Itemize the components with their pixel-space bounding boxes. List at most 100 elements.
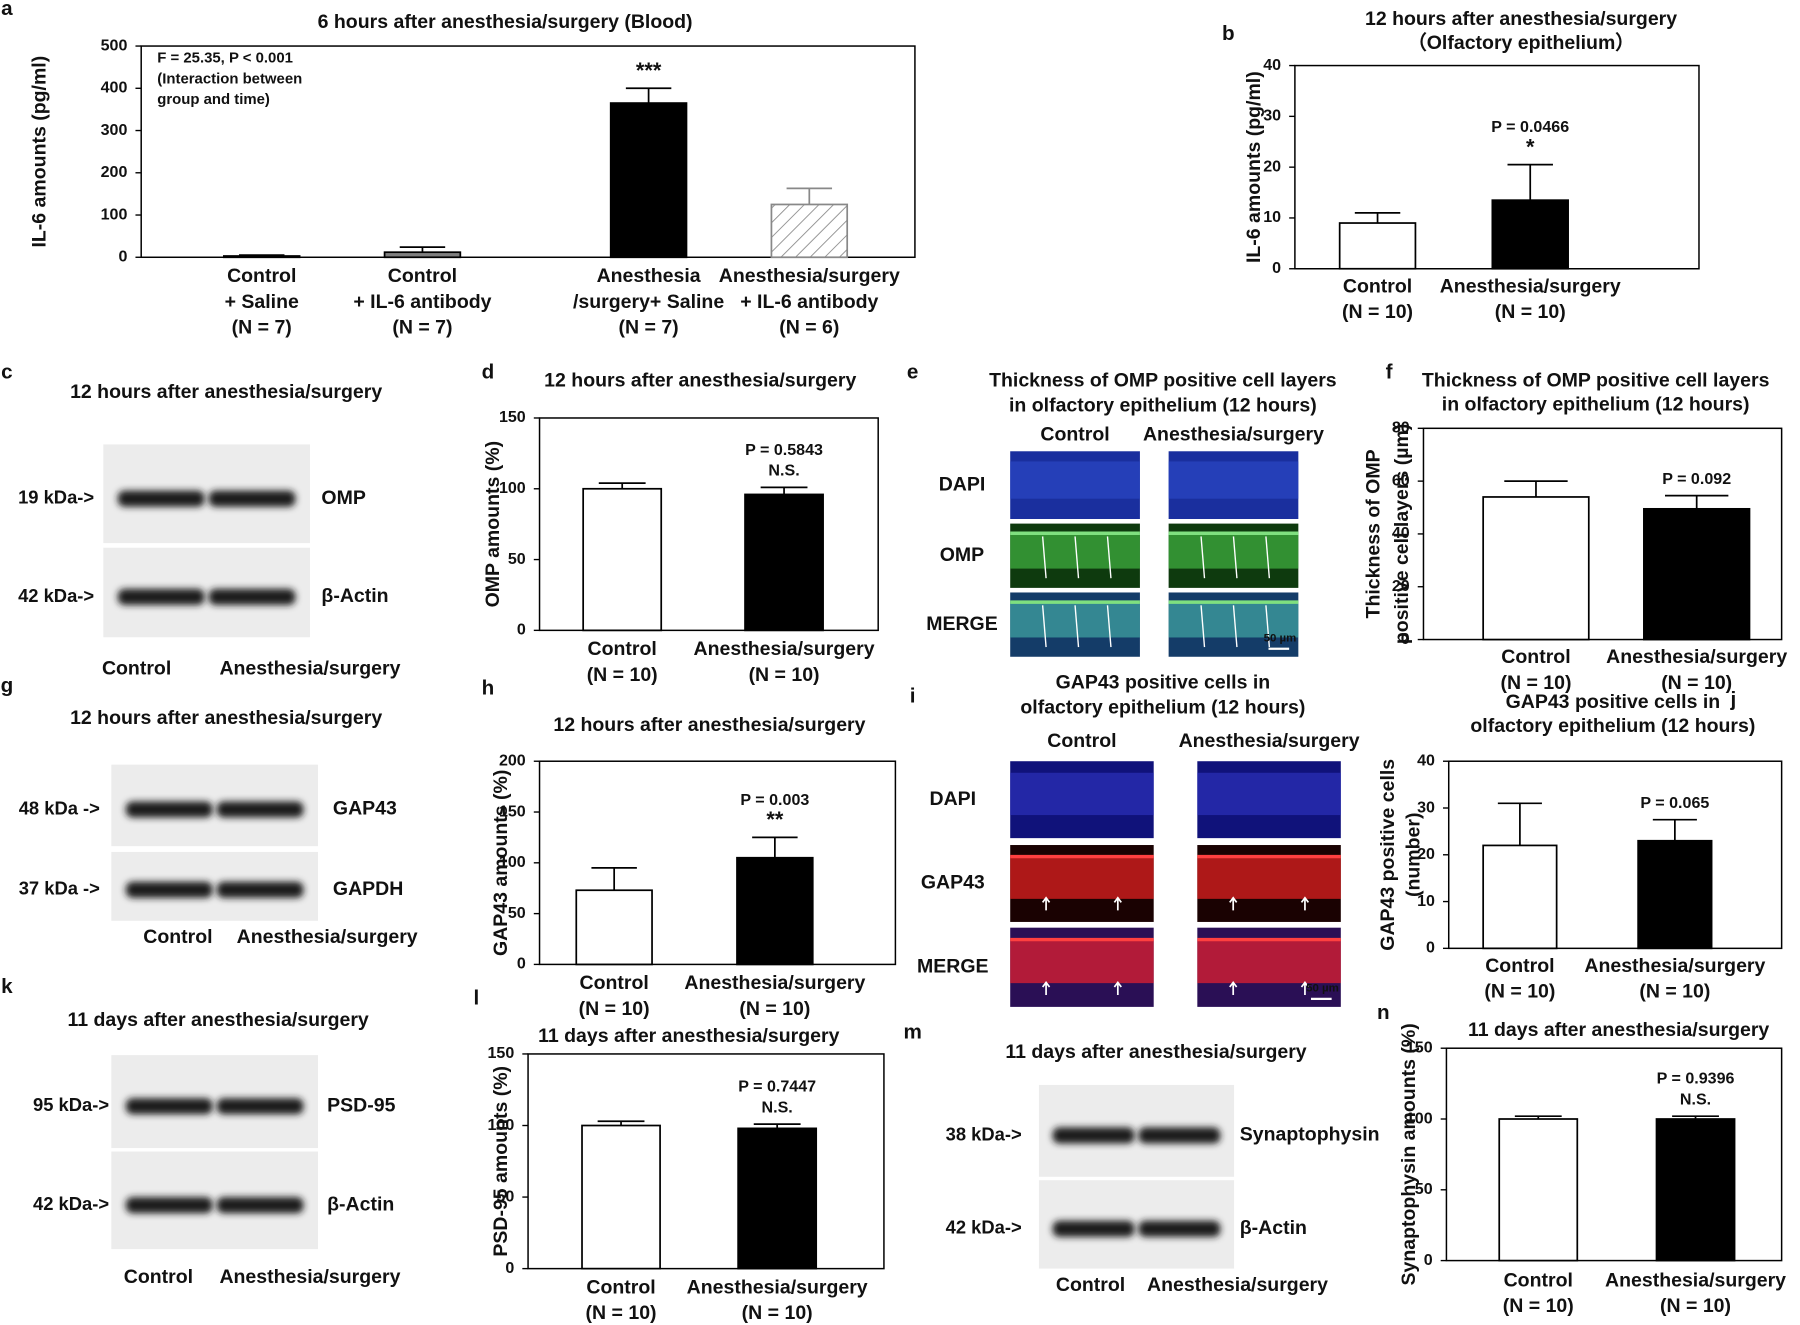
y-tick-label: 50 bbox=[1415, 1180, 1433, 1198]
annotation: P = 0.065 bbox=[1640, 794, 1709, 812]
y-tick-label: 200 bbox=[101, 163, 128, 181]
y-axis-label: Thickness of OMP bbox=[1362, 449, 1384, 618]
blot-protein: GAP43 bbox=[333, 798, 397, 820]
blot-marker: 48 kDa -> bbox=[19, 797, 100, 818]
y-tick-label: 100 bbox=[499, 853, 526, 871]
chart-title: 11 days after anesthesia/surgery bbox=[538, 1025, 839, 1047]
y-axis-label: OMP amounts (%) bbox=[482, 441, 504, 607]
y-tick-label: 150 bbox=[1406, 1038, 1433, 1056]
y-tick-label: 60 bbox=[1392, 471, 1410, 489]
chart-title: GAP43 positive cells in bbox=[1506, 691, 1721, 713]
blot-title: 12 hours after anesthesia/surgery bbox=[70, 707, 382, 729]
y-tick-label: 100 bbox=[101, 205, 128, 223]
bar bbox=[1338, 222, 1417, 270]
blot-band bbox=[1138, 1220, 1221, 1237]
y-tick-label: 50 bbox=[508, 904, 526, 922]
bar bbox=[582, 487, 663, 632]
scale-bar-label: 50 µm bbox=[1264, 632, 1297, 644]
bar bbox=[575, 889, 653, 966]
thickness-arrow bbox=[1232, 536, 1238, 579]
x-tick-label: Control bbox=[227, 265, 296, 287]
lane-label: Control bbox=[124, 1266, 193, 1288]
x-tick-label: Anesthesia/surgery bbox=[1440, 275, 1621, 297]
blot-band bbox=[1138, 1127, 1221, 1144]
thickness-arrow bbox=[1041, 605, 1047, 648]
annotation: N.S. bbox=[762, 1098, 793, 1116]
thickness-arrow bbox=[1041, 536, 1047, 579]
x-tick-label: (N = 10) bbox=[1639, 981, 1710, 1003]
blot-band bbox=[216, 1098, 304, 1115]
blot-band bbox=[208, 490, 296, 507]
x-tick-label: Anesthesia/surgery bbox=[687, 1276, 868, 1298]
stats-note: (Interaction between bbox=[157, 70, 302, 87]
x-tick-label: (N = 10) bbox=[1503, 1295, 1574, 1317]
x-tick-label: Control bbox=[1343, 275, 1412, 297]
bar bbox=[744, 493, 824, 632]
thickness-arrow bbox=[1200, 605, 1206, 648]
x-tick-label: Control bbox=[1485, 955, 1554, 977]
chart-title: in olfactory epithelium (12 hours) bbox=[1442, 394, 1750, 416]
bar bbox=[1498, 1118, 1579, 1262]
y-tick-label: 20 bbox=[1417, 845, 1435, 863]
blot-marker: 19 kDa-> bbox=[18, 487, 94, 508]
y-tick-label: 0 bbox=[1401, 630, 1410, 648]
blot-band bbox=[125, 801, 213, 818]
tissue-layer bbox=[1010, 939, 1154, 984]
blot-marker: 37 kDa -> bbox=[19, 878, 100, 899]
y-tick-label: 150 bbox=[499, 802, 526, 820]
blot-band bbox=[125, 1197, 213, 1214]
x-tick-label: (N = 10) bbox=[742, 1302, 813, 1324]
annotation: ** bbox=[766, 807, 783, 832]
plot-frame bbox=[538, 417, 879, 632]
x-tick-label: /surgery+ Saline bbox=[573, 291, 724, 313]
tissue-layer bbox=[1010, 772, 1154, 816]
x-tick-label: Anesthesia/surgery bbox=[1584, 955, 1765, 977]
thickness-arrow bbox=[1106, 605, 1112, 648]
x-tick-label: Anesthesia/surgery bbox=[1606, 646, 1787, 668]
chart-title: 11 days after anesthesia/surgery bbox=[1468, 1019, 1769, 1041]
lane-label: Anesthesia/surgery bbox=[237, 926, 418, 948]
panel-letter: j bbox=[1730, 688, 1737, 711]
y-tick-label: 40 bbox=[1417, 751, 1435, 769]
x-tick-label: (N = 10) bbox=[587, 664, 658, 686]
y-axis-label: Synaptophysin amounts (%) bbox=[1398, 1023, 1420, 1285]
lane-label: Control bbox=[143, 926, 212, 948]
channel-label: OMP bbox=[940, 544, 984, 566]
lane-label: Anesthesia/surgery bbox=[219, 658, 400, 680]
x-tick-label: Control bbox=[388, 265, 457, 287]
blot-band bbox=[216, 881, 304, 898]
x-tick-label: (N = 10) bbox=[749, 664, 820, 686]
panel-letter: m bbox=[903, 1021, 921, 1044]
x-tick-label: (N = 6) bbox=[779, 317, 839, 339]
y-axis-label: positive cell layers (µm) bbox=[1391, 424, 1413, 644]
bar bbox=[1482, 844, 1558, 950]
scale-bar-label: 50 µm bbox=[1306, 983, 1339, 995]
y-tick-label: 10 bbox=[1417, 892, 1435, 910]
micrograph-title: in olfactory epithelium (12 hours) bbox=[1009, 395, 1317, 417]
column-label: Anesthesia/surgery bbox=[1179, 730, 1360, 752]
annotation: P = 0.9396 bbox=[1657, 1070, 1735, 1088]
tissue-layer bbox=[1010, 856, 1154, 899]
x-tick-label: (N = 10) bbox=[586, 1302, 657, 1324]
annotation: * bbox=[1526, 134, 1535, 159]
lane-label: Control bbox=[1056, 1274, 1125, 1296]
annotation: P = 0.0466 bbox=[1491, 118, 1569, 136]
column-label: Control bbox=[1040, 423, 1109, 445]
blot-protein: β-Actin bbox=[327, 1193, 394, 1215]
y-tick-label: 80 bbox=[1392, 419, 1410, 437]
cell-arrow bbox=[1300, 896, 1310, 911]
thickness-arrow bbox=[1074, 605, 1080, 648]
y-tick-label: 400 bbox=[101, 79, 128, 97]
y-tick-label: 0 bbox=[1426, 939, 1435, 957]
x-tick-label: + Saline bbox=[225, 291, 299, 313]
y-tick-label: 0 bbox=[517, 621, 526, 639]
x-tick-label: (N = 10) bbox=[1661, 672, 1732, 694]
panel-letter: a bbox=[1, 0, 13, 20]
blot-marker: 42 kDa-> bbox=[33, 1193, 109, 1214]
blot-protein: Synaptophysin bbox=[1240, 1124, 1380, 1146]
y-axis-label: GAP43 amounts (%) bbox=[490, 770, 512, 956]
y-tick-label: 10 bbox=[1263, 208, 1281, 226]
y-tick-label: 50 bbox=[496, 1187, 514, 1205]
annotation: P = 0.7447 bbox=[738, 1078, 816, 1096]
